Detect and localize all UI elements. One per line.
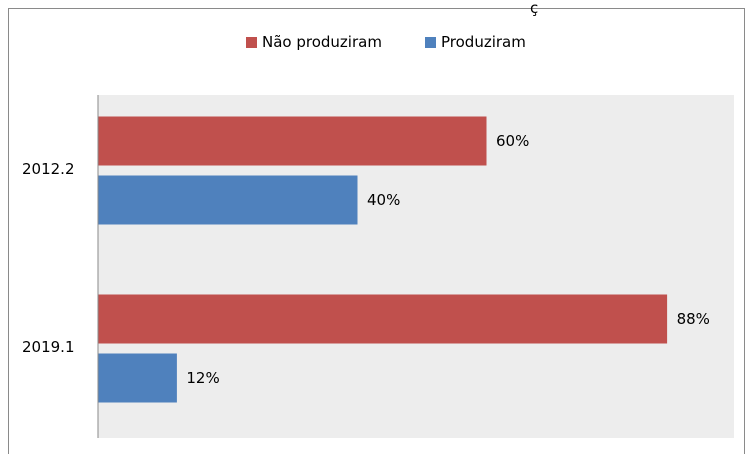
bars-group bbox=[98, 116, 668, 403]
legend-swatch-produziram bbox=[425, 37, 436, 48]
data-label-nao-produziram-2012-2: 60% bbox=[496, 132, 529, 150]
bar-nao-produziram-2012-2 bbox=[98, 116, 487, 166]
data-label-produziram-2012-2: 40% bbox=[367, 191, 400, 209]
data-label-produziram-2019-1: 12% bbox=[186, 369, 219, 387]
clipped-title-char: ç bbox=[530, 1, 539, 17]
bar-produziram-2012-2 bbox=[98, 175, 358, 225]
legend-label-produziram: Produziram bbox=[441, 33, 526, 51]
data-labels-group: 60% 40% 88% 12% bbox=[186, 132, 710, 387]
category-label-2019-1: 2019.1 bbox=[22, 338, 75, 356]
legend: Não produziram Produziram bbox=[246, 33, 526, 51]
data-label-nao-produziram-2019-1: 88% bbox=[677, 310, 710, 328]
legend-swatch-nao-produziram bbox=[246, 37, 257, 48]
legend-label-nao-produziram: Não produziram bbox=[262, 33, 382, 51]
category-label-2012-2: 2012.2 bbox=[22, 160, 75, 178]
bar-nao-produziram-2019-1 bbox=[98, 294, 668, 344]
bar-produziram-2019-1 bbox=[98, 353, 177, 403]
category-ticks-group: 2012.2 2019.1 bbox=[22, 160, 75, 356]
